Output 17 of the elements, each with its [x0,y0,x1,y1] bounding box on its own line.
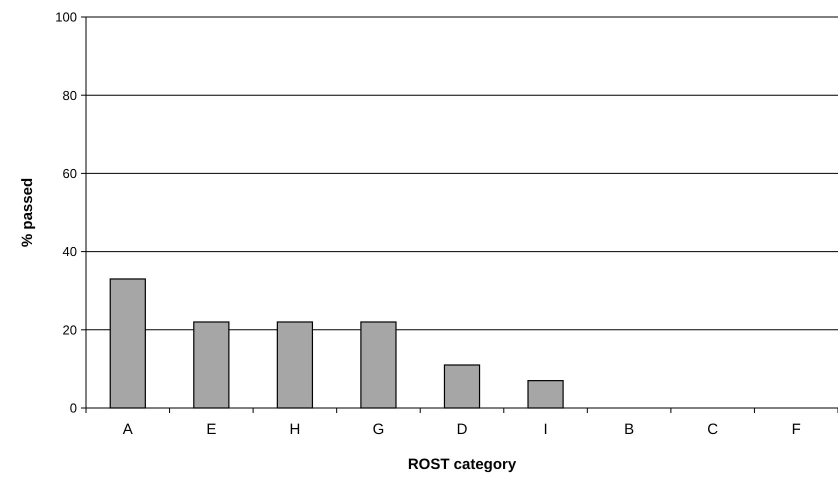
x-tick-label: D [456,421,468,438]
y-tick-label: 60 [62,166,77,181]
x-tick-label: B [624,421,634,438]
x-tick-label: C [707,421,718,438]
y-tick-label: 0 [70,400,77,416]
y-tick-label: 20 [62,322,77,338]
x-tick-label: H [289,421,300,438]
x-tick-label: A [122,421,133,438]
x-tick-label: F [792,421,801,438]
x-axis-title: ROST category [408,456,517,473]
y-tick-label: 40 [62,244,77,260]
x-tick-label: G [372,421,384,438]
y-axis-title: % passed [19,178,36,248]
x-tick-label: E [206,421,216,438]
x-tick-label: I [543,421,548,438]
y-tick-label: 80 [62,88,77,103]
y-tick-label: 100 [55,10,77,25]
